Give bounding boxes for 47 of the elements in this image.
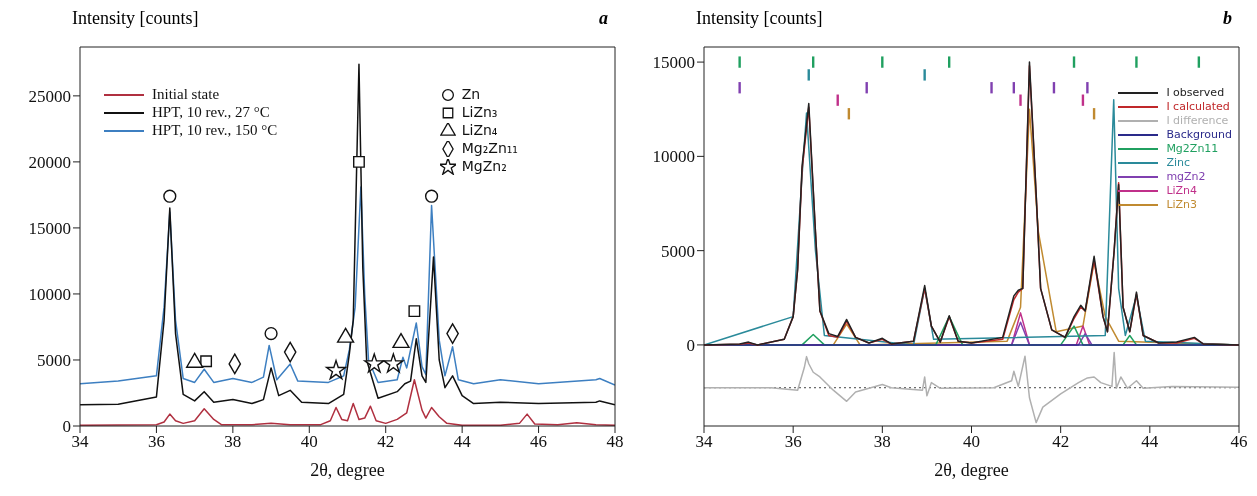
y-tick-label: 15000: [28, 218, 71, 238]
x-tick-label: 42: [1052, 432, 1070, 452]
x-tick-label: 40: [300, 432, 318, 452]
legend-label: Mg2Zn11: [1166, 142, 1219, 155]
x-tick-label: 42: [377, 432, 395, 452]
legend-label: Initial state: [152, 86, 220, 103]
y-axis-title: Intensity [counts]: [72, 8, 199, 30]
legend-label: mgZn2: [1166, 170, 1206, 183]
legend-label: LiZn₄: [461, 122, 498, 139]
y-tick-label: 5000: [661, 241, 695, 261]
legend-label: LiZn4: [1166, 184, 1198, 197]
x-tick-label: 34: [71, 432, 89, 452]
x-tick-label: 38: [873, 432, 891, 452]
legend-label: HPT, 10 rev., 150 °C: [152, 122, 278, 139]
y-tick-label: 0: [62, 417, 71, 437]
legend-label: MgZn₂: [461, 158, 507, 175]
x-tick-label: 40: [963, 432, 980, 452]
legend-label: I calculated: [1166, 100, 1230, 113]
legend-label: Zn: [461, 86, 481, 103]
x-tick-label: 44: [1141, 432, 1159, 452]
y-tick-label: 15000: [652, 53, 695, 73]
x-tick-label: 48: [606, 432, 624, 452]
y-tick-label: 10000: [28, 284, 71, 304]
y-tick-label: 10000: [652, 147, 695, 167]
x-tick-label: 36: [147, 432, 165, 452]
x-tick-label: 36: [784, 432, 802, 452]
legend-label: LiZn3: [1166, 198, 1198, 211]
text: b: [1223, 8, 1232, 30]
x-tick-label: 34: [695, 432, 713, 452]
legend-label: LiZn₃: [461, 104, 498, 121]
legend-label: HPT, 10 rev., 27 °C: [152, 104, 270, 121]
y-tick-label: 0: [686, 335, 695, 355]
x-tick-label: 38: [224, 432, 242, 452]
legend-label: Zinc: [1166, 156, 1190, 169]
y-tick-label: 20000: [28, 152, 71, 172]
legend-label: Background: [1166, 128, 1232, 141]
x-tick-label: 46: [530, 432, 548, 452]
legend-label: Mg₂Zn₁₁: [461, 140, 518, 157]
y-axis-title: Intensity [counts]: [696, 8, 823, 30]
y-tick-label: 5000: [37, 351, 71, 371]
x-axis-title: 2θ, degree: [310, 460, 385, 480]
text: a: [599, 8, 608, 30]
x-tick-label: 44: [453, 432, 472, 452]
y-tick-label: 25000: [28, 86, 71, 106]
legend-label: I observed: [1166, 86, 1225, 99]
x-tick-label: 46: [1230, 432, 1248, 452]
x-axis-title: 2θ, degree: [934, 460, 1009, 480]
